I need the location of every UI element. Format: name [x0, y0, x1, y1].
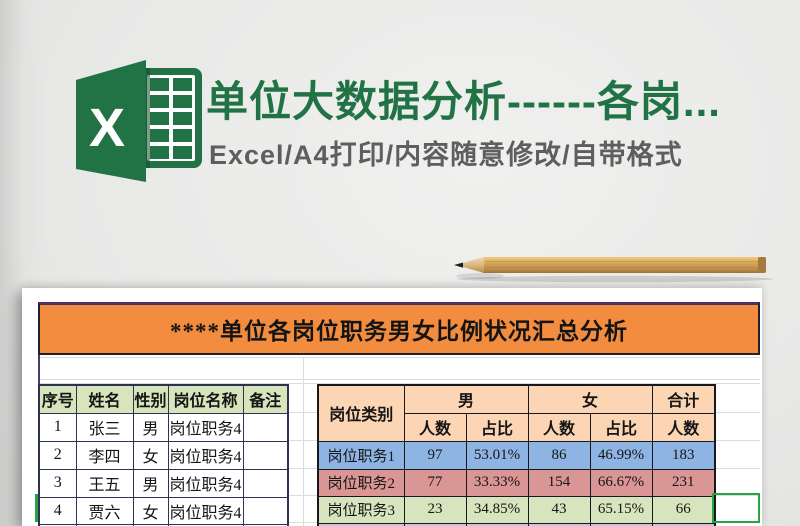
- table-row: 3 王五 男 岗位职务4: [38, 468, 289, 498]
- summary-table: 岗位类别 男 女 合计 人数 占比 人数 占比 人数 岗位职务1 97 53.0…: [317, 384, 716, 526]
- cell-gender: 男: [132, 468, 169, 498]
- cell-note: [242, 496, 289, 525]
- cell-note: [242, 468, 289, 498]
- product-title: 单位大数据分析------各岗...: [206, 78, 721, 125]
- cell-note: [242, 412, 289, 442]
- cell-male-count: 97: [403, 440, 467, 470]
- table-row: 1 张三 男 岗位职务4: [38, 412, 289, 442]
- cell-male-ratio: 53.01%: [465, 440, 529, 470]
- roster-header-row: 序号 姓名 性别 岗位名称 备注: [38, 384, 289, 414]
- cell-male-count: 77: [403, 468, 467, 497]
- cell-female-count: 86: [527, 440, 591, 470]
- cell-note: [242, 440, 289, 470]
- cell-total: 20: [651, 522, 716, 526]
- cell-name: 李四: [75, 440, 134, 470]
- cell-position: 岗位职务4: [167, 440, 244, 470]
- cell-male-count: 23: [403, 495, 467, 524]
- cell-female-ratio: 65.15%: [589, 495, 653, 524]
- col-header-total-count: 人数: [651, 412, 716, 442]
- table-row: 岗位职务4 9 45.00% 44 55.00% 20: [317, 522, 716, 526]
- col-header-position: 岗位名称: [167, 384, 244, 414]
- summary-header-row-1: 岗位类别 男 女 合计: [317, 384, 716, 442]
- table-row: 岗位职务3 23 34.85% 43 65.15% 66: [317, 495, 716, 524]
- col-group-male: 男: [403, 384, 529, 414]
- cell-position: 岗位职务4: [167, 468, 244, 498]
- cell-index: 1: [38, 412, 77, 442]
- col-header-gender: 性别: [132, 384, 169, 414]
- cell-position: 岗位职务4: [167, 412, 244, 442]
- sheet-title-banner: ****单位各岗位职务男女比例状况汇总分析: [38, 302, 760, 355]
- svg-text:X: X: [89, 98, 125, 158]
- cell-category: 岗位职务1: [317, 440, 405, 470]
- roster-table: 序号 姓名 性别 岗位名称 备注 1 张三 男 岗位职务4 2 李四 女 岗位职…: [38, 384, 289, 526]
- col-header-female-ratio: 占比: [589, 412, 653, 442]
- col-header-name: 姓名: [75, 384, 134, 414]
- cell-gender: 男: [132, 412, 169, 442]
- cell-male-ratio: 34.85%: [465, 495, 529, 524]
- col-header-index: 序号: [38, 384, 77, 414]
- spreadsheet-preview: ****单位各岗位职务男女比例状况汇总分析 序号 姓名 性别 岗位名称 备注 1…: [22, 288, 762, 526]
- table-row: 岗位职务2 77 33.33% 154 66.67% 231: [317, 468, 716, 497]
- table-row: 2 李四 女 岗位职务4: [38, 440, 289, 470]
- cell-total: 66: [651, 495, 716, 524]
- cell-female-ratio: 66.67%: [589, 468, 653, 497]
- pencil-image: [454, 257, 773, 283]
- cell-gender: 女: [132, 440, 169, 470]
- col-header-note: 备注: [242, 384, 289, 414]
- sheet-title: ****单位各岗位职务男女比例状况汇总分析: [170, 319, 628, 344]
- cell-note: [242, 523, 289, 526]
- gridline: [38, 383, 760, 384]
- cell-female-count: 43: [527, 495, 591, 524]
- table-row: 岗位职务1 97 53.01% 86 46.99% 183: [317, 440, 716, 470]
- col-header-male-ratio: 占比: [465, 412, 529, 442]
- cell-male-ratio: 33.33%: [465, 468, 529, 497]
- cell-index: 4: [38, 496, 77, 525]
- col-header-male-count: 人数: [403, 412, 467, 442]
- excel-logo-icon: X: [76, 60, 202, 182]
- cell-name: 贾六: [75, 496, 134, 525]
- product-subtitle: Excel/A4打印/内容随意修改/自带格式: [209, 140, 683, 170]
- col-group-female: 女: [527, 384, 653, 414]
- table-row: 4 贾六 女 岗位职务4: [38, 496, 289, 525]
- cell-name: 张三: [75, 412, 134, 442]
- col-group-total: 合计: [651, 384, 716, 414]
- table-row: 5 刘七 女 岗位职务4: [38, 523, 289, 526]
- cell-female-ratio: 46.99%: [589, 440, 653, 470]
- cell-total: 183: [651, 440, 716, 470]
- cell-index: 2: [38, 440, 77, 470]
- gridline: [38, 357, 760, 358]
- col-header-female-count: 人数: [527, 412, 591, 442]
- summary-header-row-2: 人数 占比 人数 占比 人数: [318, 412, 716, 442]
- gridline: [38, 379, 760, 380]
- cell-category: 岗位职务3: [317, 495, 405, 524]
- cell-category: 岗位职务2: [317, 468, 405, 497]
- cell-index: 3: [38, 468, 77, 498]
- selection-row-edge: [35, 494, 38, 522]
- cell-total: 231: [651, 468, 716, 497]
- selected-cell-outline: [712, 493, 760, 523]
- cell-position: 岗位职务4: [167, 496, 244, 525]
- col-header-category: 岗位类别: [317, 384, 405, 442]
- cell-female-count: 154: [527, 468, 591, 497]
- cell-name: 王五: [75, 468, 134, 498]
- gridline: [303, 357, 304, 526]
- cell-gender: 女: [132, 496, 169, 525]
